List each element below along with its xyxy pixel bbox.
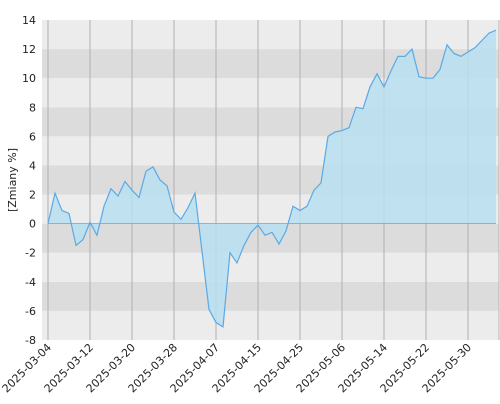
grid-band: [42, 281, 499, 311]
y-tick-label: 12: [22, 43, 36, 56]
area: [48, 30, 496, 327]
y-tick-label: 2: [29, 189, 36, 202]
y-tick-label: 0: [29, 218, 36, 231]
line: [47, 29, 497, 328]
y-tick-label: 6: [29, 130, 36, 143]
y-tick-label: -2: [25, 247, 36, 260]
y-tick-label: 14: [22, 14, 36, 27]
y-tick-label: 8: [29, 101, 36, 114]
y-axis-label: [Zmiany %]: [6, 148, 19, 212]
grid-band: [42, 49, 499, 79]
y-tick-label: 10: [22, 72, 36, 85]
grid-band: [42, 252, 499, 282]
grid-band: [42, 20, 499, 50]
grid-band: [42, 310, 499, 340]
y-tick-label: -6: [25, 305, 36, 318]
y-tick-label: -4: [25, 276, 36, 289]
y-tick-label: 4: [29, 159, 36, 172]
y-tick-label: -8: [25, 334, 36, 347]
